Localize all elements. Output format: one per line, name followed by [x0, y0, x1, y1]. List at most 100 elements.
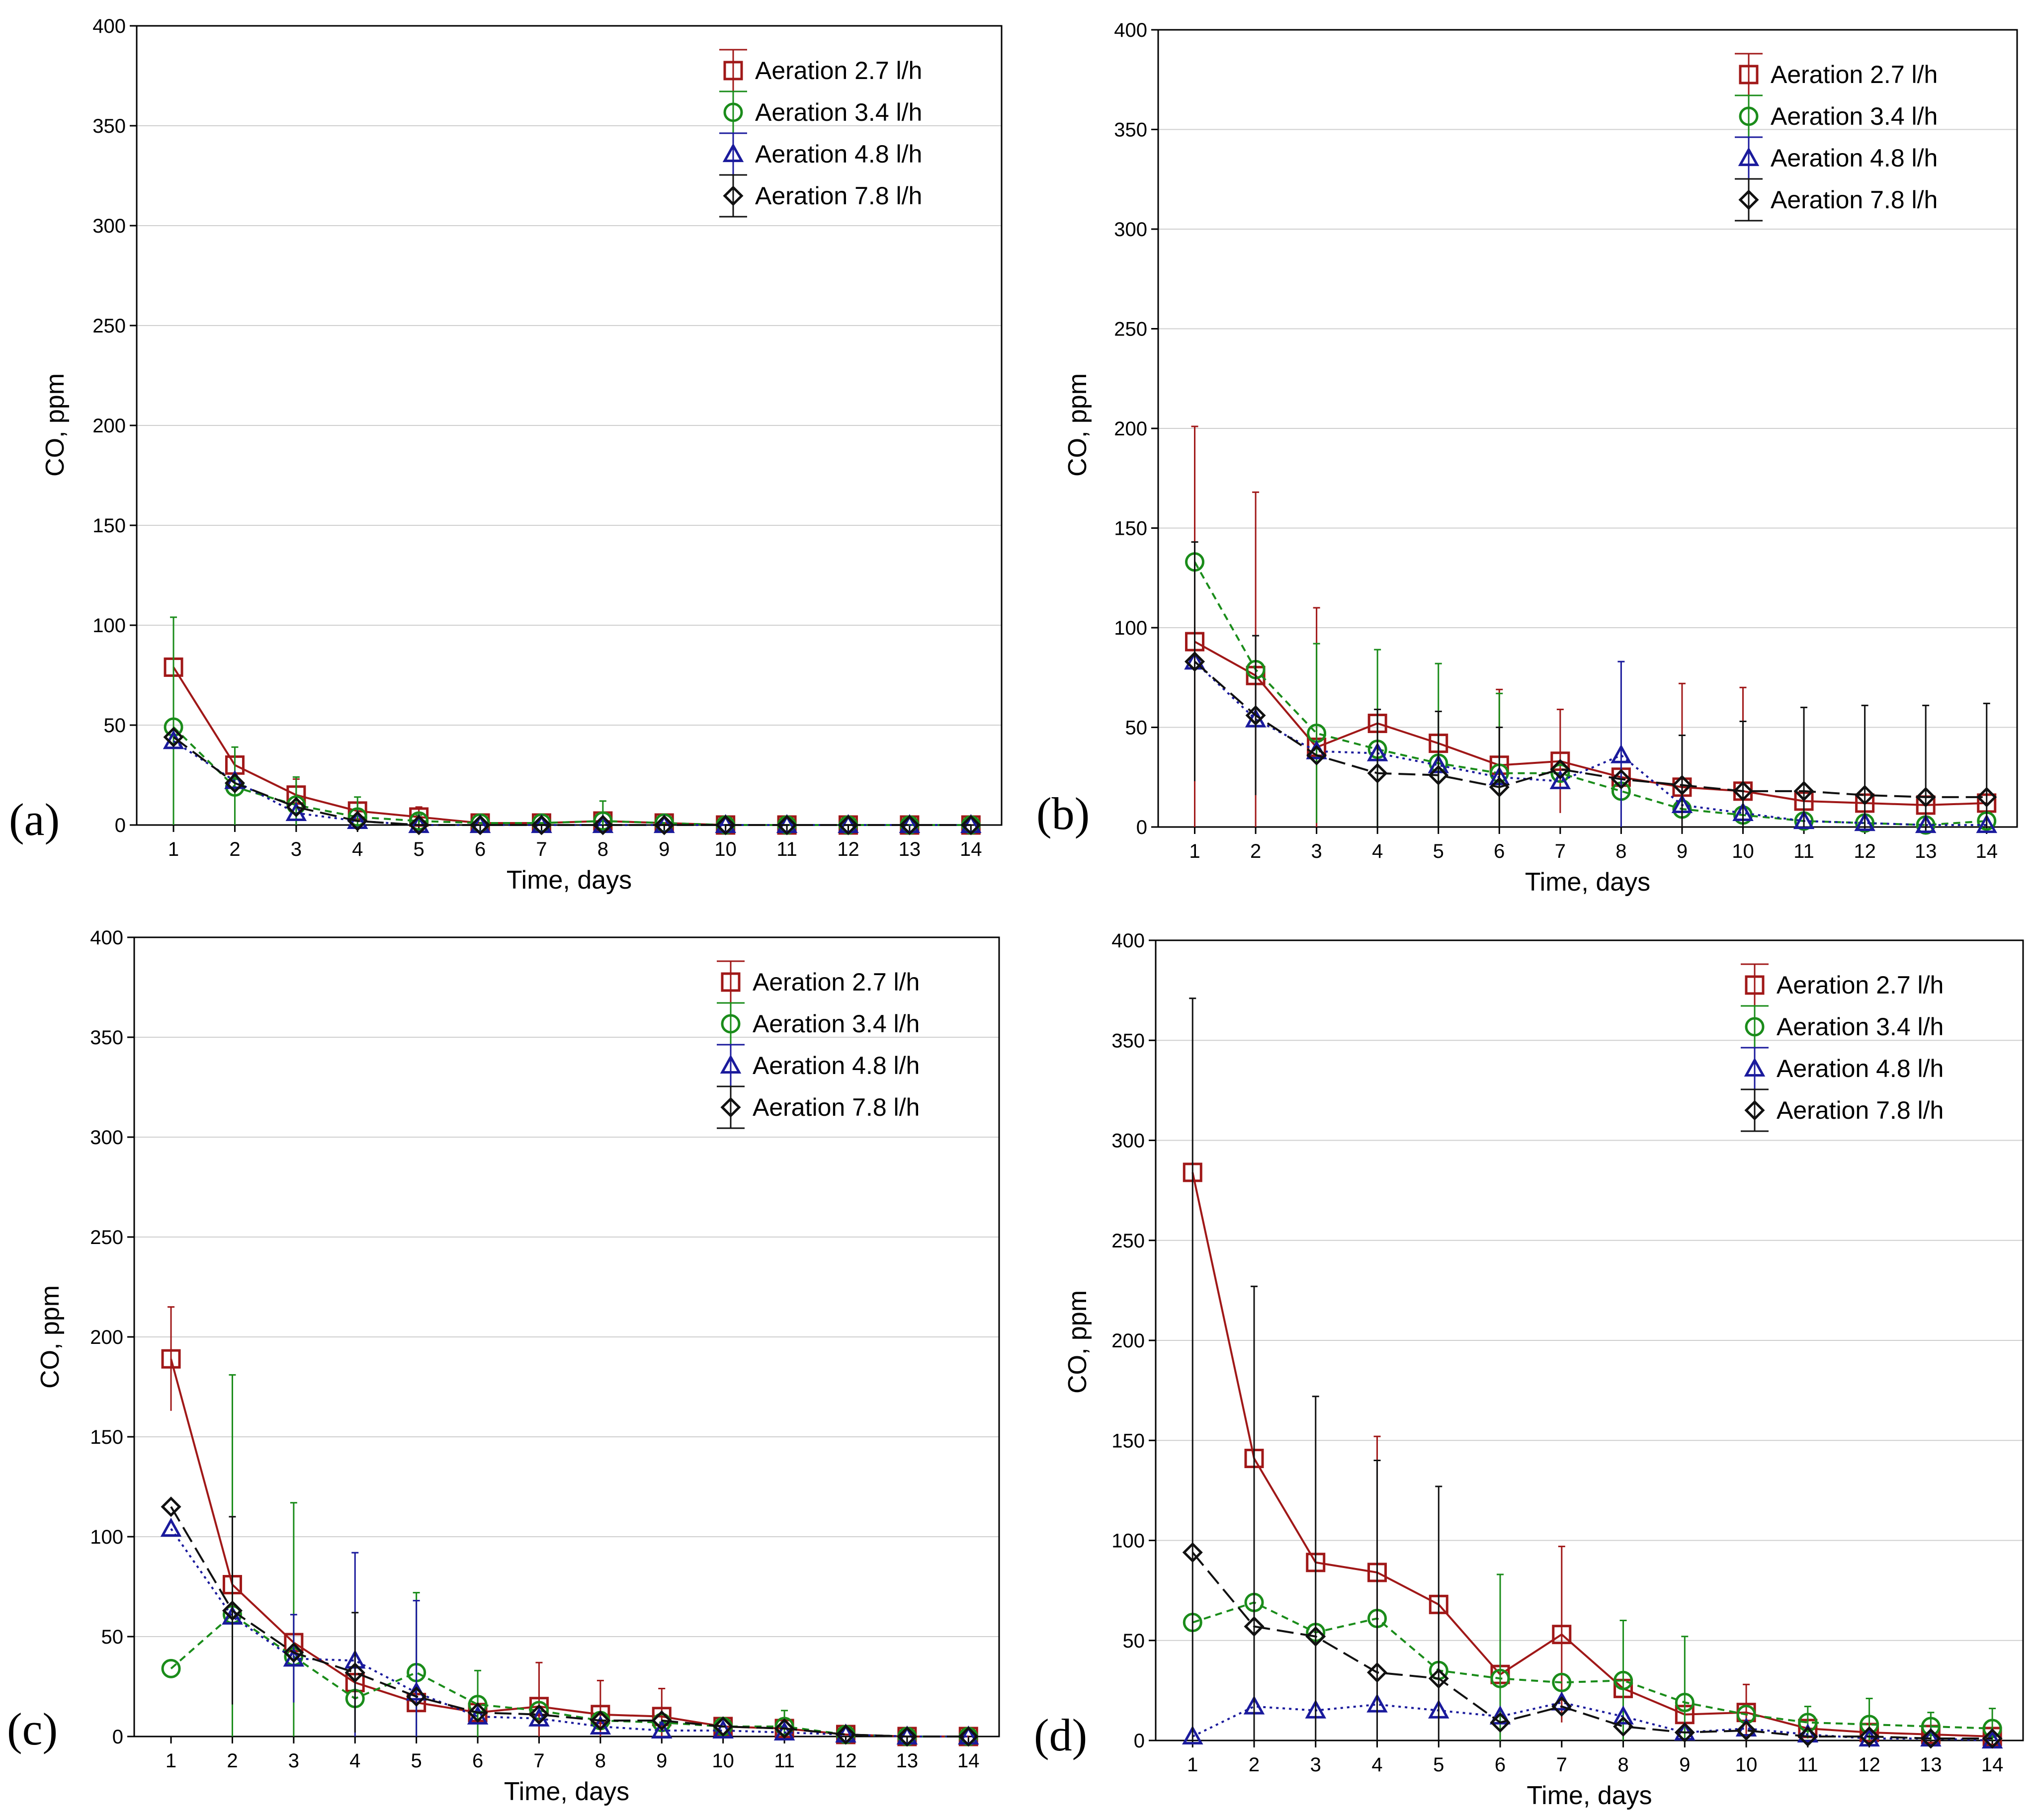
- x-tick-label: 9: [659, 838, 670, 860]
- legend-label: Aeration 2.7 l/h: [753, 968, 920, 996]
- data-point: [1976, 787, 1997, 808]
- x-tick-label: 5: [414, 838, 424, 860]
- y-tick-label: 400: [1114, 19, 1147, 41]
- series-line: [1194, 661, 1987, 826]
- data-point: [1366, 1662, 1388, 1683]
- data-point: [654, 815, 675, 835]
- y-tick-label: 200: [90, 1326, 123, 1348]
- data-point: [774, 1717, 794, 1737]
- data-point: [651, 1710, 672, 1731]
- y-tick-label: 400: [92, 15, 126, 37]
- legend-label: Aeration 7.8 l/h: [755, 182, 922, 210]
- legend-label: Aeration 7.8 l/h: [1777, 1096, 1944, 1124]
- y-tick-label: 250: [1111, 1230, 1145, 1252]
- x-tick-label: 11: [776, 838, 797, 860]
- panel-label: (d): [1034, 1710, 1087, 1760]
- data-point: [224, 773, 245, 794]
- data-point: [958, 1726, 979, 1747]
- x-tick-label: 13: [1920, 1754, 1942, 1776]
- y-tick-label: 250: [90, 1227, 123, 1248]
- x-tick-label: 6: [1494, 840, 1505, 862]
- data-point: [776, 815, 797, 835]
- y-tick-label: 350: [1111, 1030, 1145, 1052]
- data-point: [960, 815, 981, 835]
- legend: Aeration 2.7 l/h Aeration 3.4 l/h Aeration…: [719, 49, 922, 218]
- y-tick-label: 400: [90, 927, 123, 949]
- data-point: [1793, 810, 1815, 829]
- x-tick-label: 9: [656, 1750, 667, 1772]
- legend-label: Aeration 2.7 l/h: [1777, 971, 1944, 999]
- data-point: [1793, 781, 1814, 802]
- legend-label: Aeration 4.8 l/h: [1777, 1055, 1944, 1082]
- x-tick-label: 14: [1981, 1754, 2004, 1776]
- data-point: [1674, 1722, 1695, 1743]
- series-line: [170, 1506, 969, 1737]
- series-aeration-2-7-l-h: [1185, 425, 1997, 827]
- data-point: [1428, 1668, 1449, 1689]
- y-tick-label: 0: [115, 815, 126, 836]
- legend-marker: [723, 185, 744, 206]
- legend-marker: [1744, 1057, 1766, 1077]
- x-tick-label: 11: [1793, 840, 1814, 862]
- data-point: [1855, 785, 1875, 806]
- data-point: [1550, 763, 1570, 783]
- legend-marker: [720, 1097, 741, 1118]
- data-point: [528, 1704, 550, 1725]
- legend-marker: [722, 143, 744, 163]
- series-aeration-7-8-l-h: [1182, 997, 2003, 1749]
- x-tick-label: 14: [1975, 840, 1998, 862]
- legend-marker: [1744, 1100, 1765, 1121]
- data-point: [1611, 744, 1632, 763]
- y-tick-label: 200: [92, 415, 126, 437]
- y-tick-label: 150: [90, 1426, 123, 1448]
- legend: Aeration 2.7 l/h Aeration 3.4 l/h Aeration…: [717, 960, 920, 1129]
- data-point: [1982, 1719, 2002, 1738]
- data-point: [1915, 787, 1936, 808]
- y-tick-label: 250: [92, 315, 126, 337]
- data-point: [1552, 1625, 1572, 1645]
- y-tick-label: 100: [92, 615, 126, 637]
- data-point: [593, 815, 613, 835]
- data-point: [1182, 1725, 1203, 1745]
- y-tick-label: 300: [1111, 1130, 1145, 1152]
- data-point: [1982, 1728, 2003, 1749]
- data-point: [1797, 1726, 1818, 1747]
- data-point: [1921, 1717, 1941, 1737]
- data-point: [347, 811, 368, 831]
- x-tick-label: 10: [1732, 840, 1754, 862]
- y-tick-label: 50: [1125, 717, 1148, 739]
- data-point: [161, 1496, 181, 1517]
- x-tick-label: 5: [411, 1750, 422, 1772]
- data-point: [529, 1701, 549, 1721]
- y-tick-label: 200: [1111, 1330, 1145, 1352]
- x-tick-label: 8: [1615, 840, 1626, 862]
- data-point: [470, 815, 491, 835]
- data-point: [283, 1642, 304, 1663]
- x-tick-label: 4: [1371, 1754, 1382, 1776]
- x-tick-label: 10: [1735, 1754, 1758, 1776]
- data-point: [1915, 814, 1937, 833]
- x-tick-label: 3: [291, 838, 302, 860]
- legend: Aeration 2.7 l/h Aeration 3.4 l/h Aeration…: [1741, 963, 1944, 1132]
- series-aeration-2-7-l-h: [161, 1306, 978, 1746]
- x-axis-title: Time, days: [1526, 1781, 1652, 1810]
- x-axis-title: Time, days: [1525, 868, 1650, 897]
- x-tick-label: 13: [899, 838, 921, 860]
- series-line: [1194, 661, 1987, 798]
- x-tick-label: 3: [288, 1750, 299, 1772]
- legend-marker: [1739, 106, 1759, 126]
- data-point: [1549, 770, 1571, 789]
- data-point: [222, 1600, 243, 1621]
- x-tick-label: 9: [1677, 840, 1688, 862]
- x-tick-label: 8: [597, 838, 608, 860]
- x-tick-label: 4: [352, 838, 363, 860]
- y-tick-label: 200: [1114, 418, 1147, 440]
- y-axis-title: CO, ppm: [41, 373, 70, 477]
- panel-label: (c): [7, 1704, 58, 1754]
- legend-marker: [720, 1054, 742, 1074]
- series-aeration-2-7-l-h: [1183, 1162, 2002, 1746]
- legend-marker: [721, 972, 741, 992]
- x-tick-label: 7: [533, 1750, 544, 1772]
- data-point: [1798, 1713, 1818, 1733]
